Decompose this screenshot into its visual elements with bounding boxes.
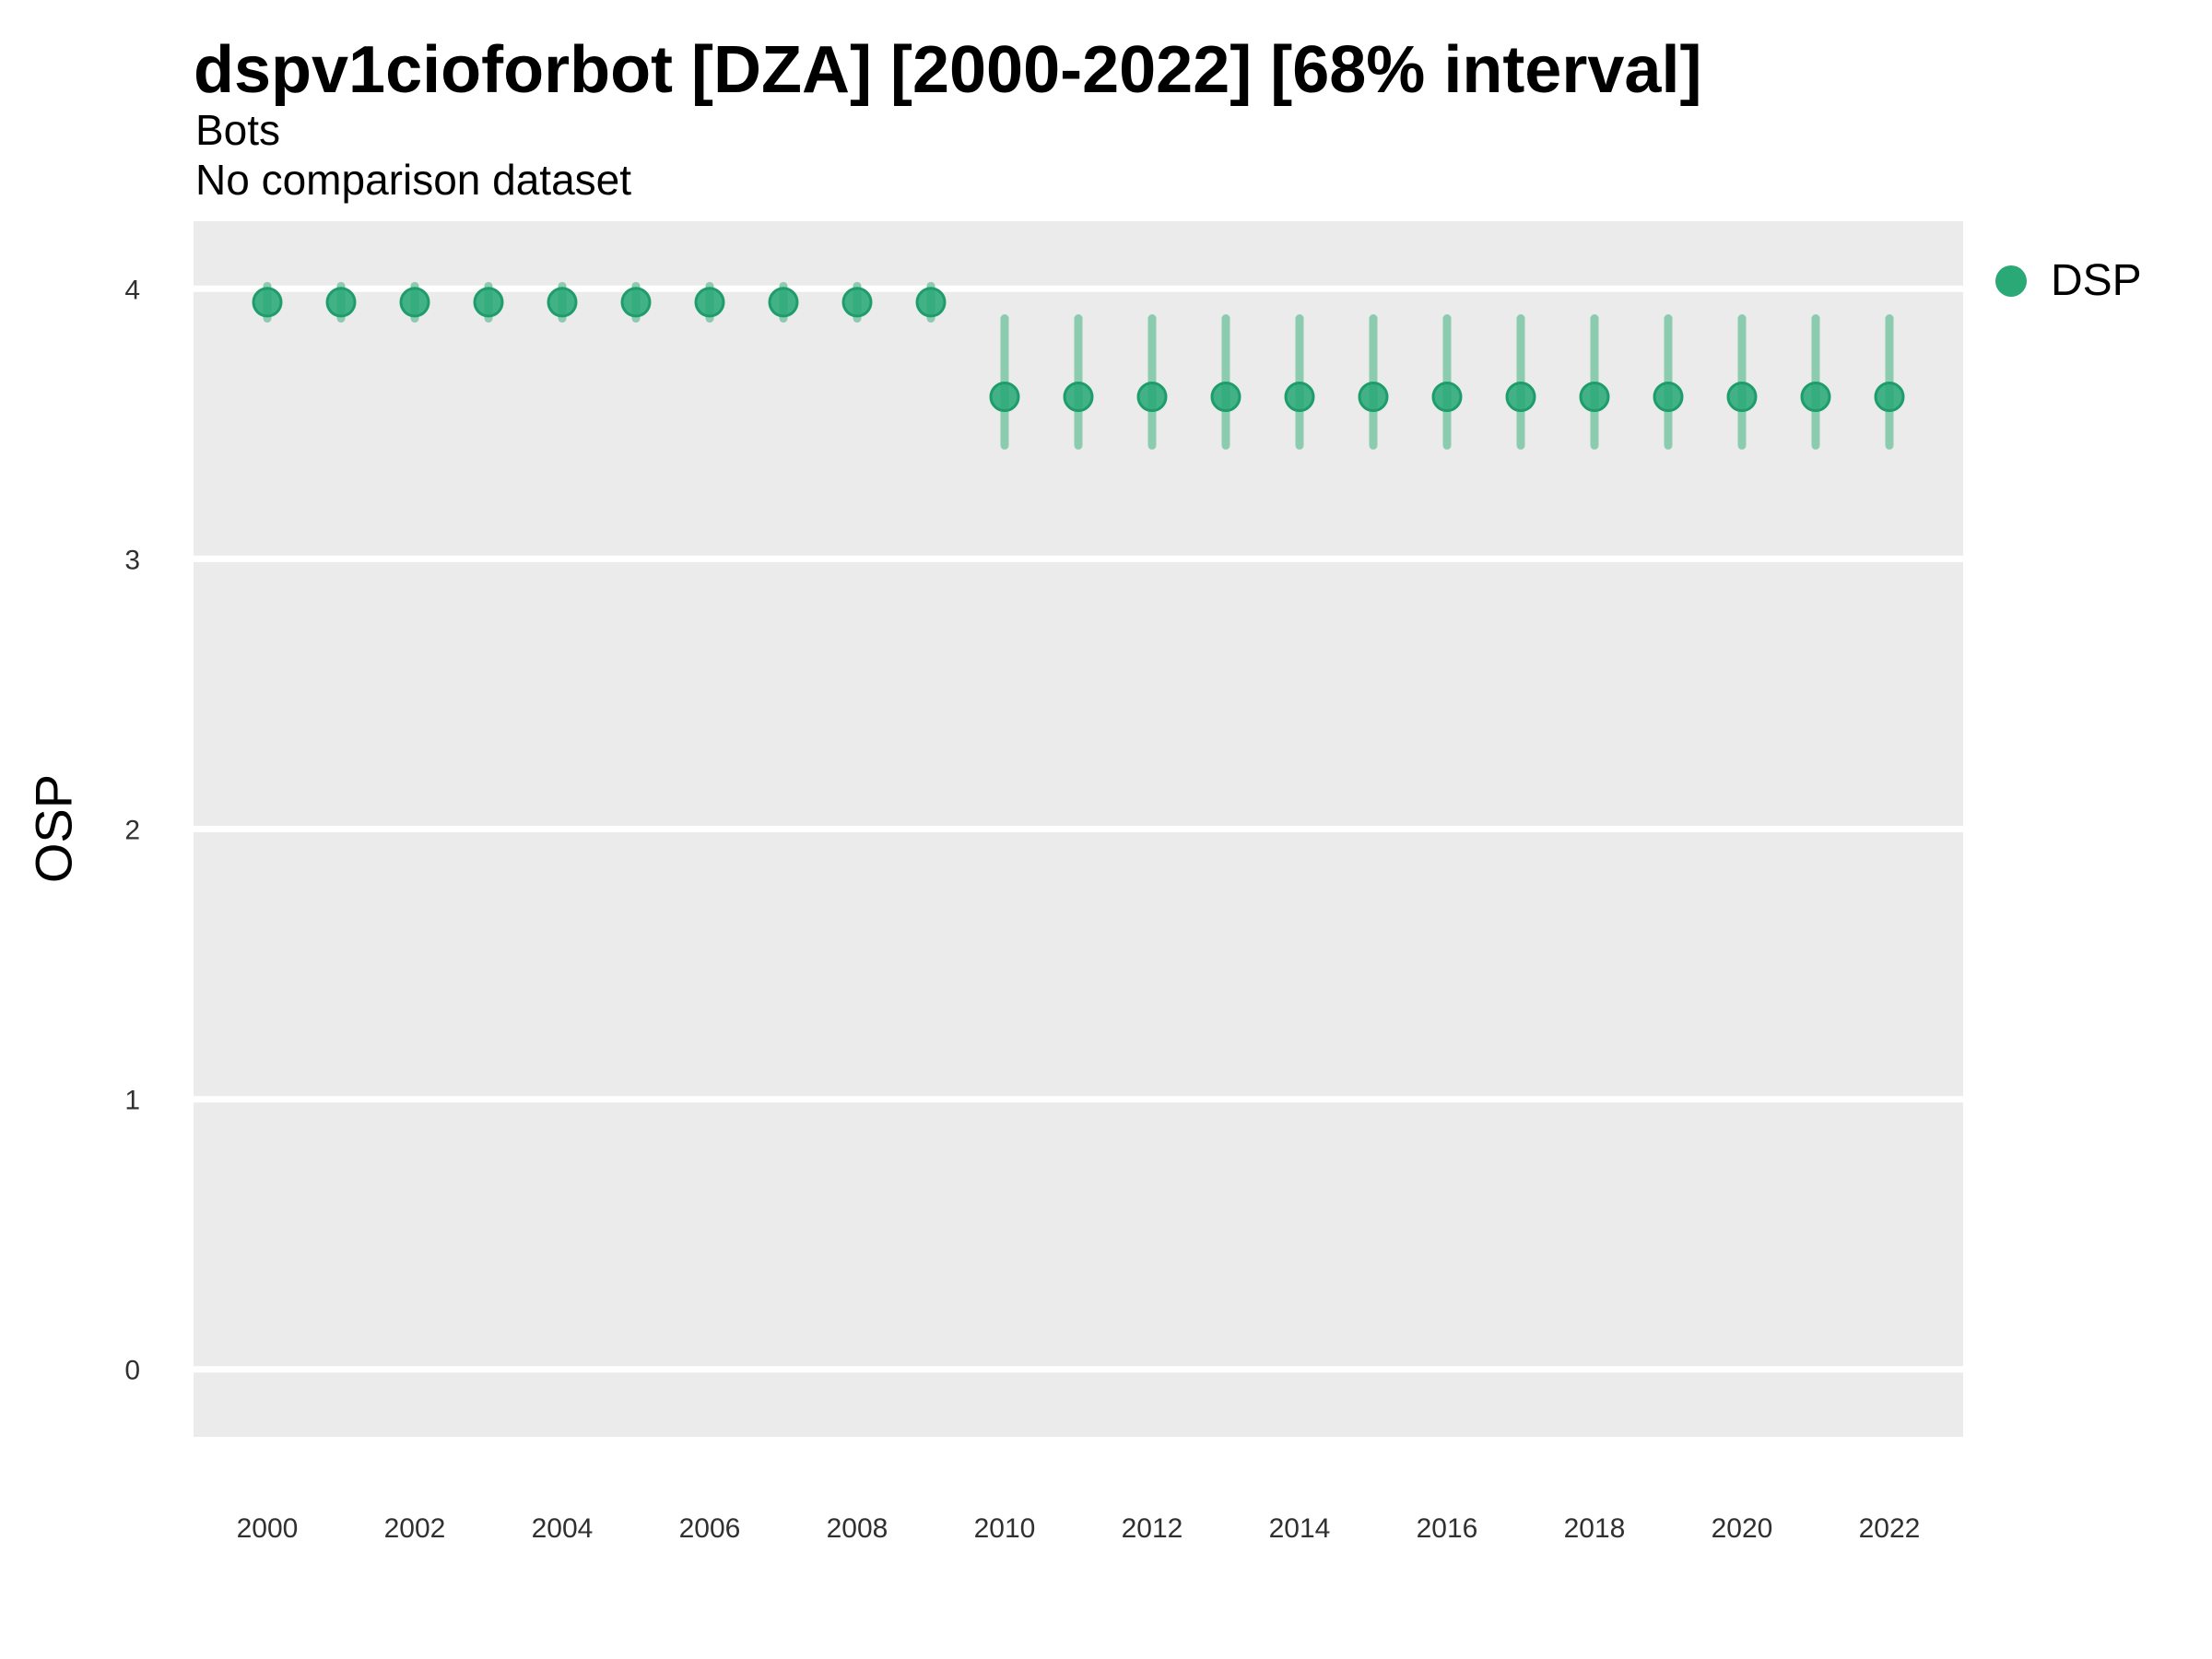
x-tick-label: 2018 — [1564, 1513, 1626, 1544]
x-tick-label: 2014 — [1269, 1513, 1331, 1544]
data-point — [694, 287, 725, 318]
x-tick-label: 2000 — [237, 1513, 299, 1544]
data-point — [841, 287, 873, 318]
data-point — [399, 287, 430, 318]
x-tick-label: 2004 — [532, 1513, 594, 1544]
data-point — [1653, 382, 1684, 413]
data-point — [1874, 382, 1905, 413]
y-tick-label: 0 — [124, 1356, 140, 1386]
chart-title: dspv1cioforbot [DZA] [2000-2022] [68% in… — [194, 33, 1702, 107]
y-tick-label: 1 — [124, 1086, 140, 1116]
x-tick-label: 2006 — [679, 1513, 741, 1544]
data-point — [252, 287, 283, 318]
data-point — [1136, 382, 1168, 413]
data-point — [1579, 382, 1610, 413]
x-tick-label: 2002 — [384, 1513, 446, 1544]
data-point — [473, 287, 504, 318]
x-tick-label: 2008 — [827, 1513, 888, 1544]
legend-label: DSP — [2051, 256, 2142, 305]
data-point — [1726, 382, 1758, 413]
data-point — [1210, 382, 1241, 413]
data-point — [1063, 382, 1094, 413]
data-point — [1505, 382, 1536, 413]
chart-subtitle-line2: No comparison dataset — [195, 156, 632, 204]
data-point — [915, 287, 947, 318]
data-point — [768, 287, 799, 318]
y-tick-label: 2 — [124, 816, 140, 846]
y-tick-label: 4 — [124, 275, 140, 305]
chart-subtitle-line1: Bots — [195, 106, 281, 154]
data-point — [1431, 382, 1463, 413]
x-tick-label: 2022 — [1859, 1513, 1921, 1544]
data-point — [547, 287, 578, 318]
data-point — [1358, 382, 1389, 413]
data-point — [325, 287, 357, 318]
x-tick-label: 2020 — [1712, 1513, 1773, 1544]
legend: DSP — [1995, 259, 2142, 303]
x-tick-label: 2012 — [1122, 1513, 1183, 1544]
x-tick-label: 2010 — [974, 1513, 1036, 1544]
data-point — [989, 382, 1020, 413]
data-point — [1284, 382, 1315, 413]
legend-marker-icon — [1995, 265, 2027, 297]
y-tick-label: 3 — [124, 545, 140, 575]
data-point — [620, 287, 652, 318]
data-point — [1800, 382, 1831, 413]
x-tick-label: 2016 — [1417, 1513, 1478, 1544]
